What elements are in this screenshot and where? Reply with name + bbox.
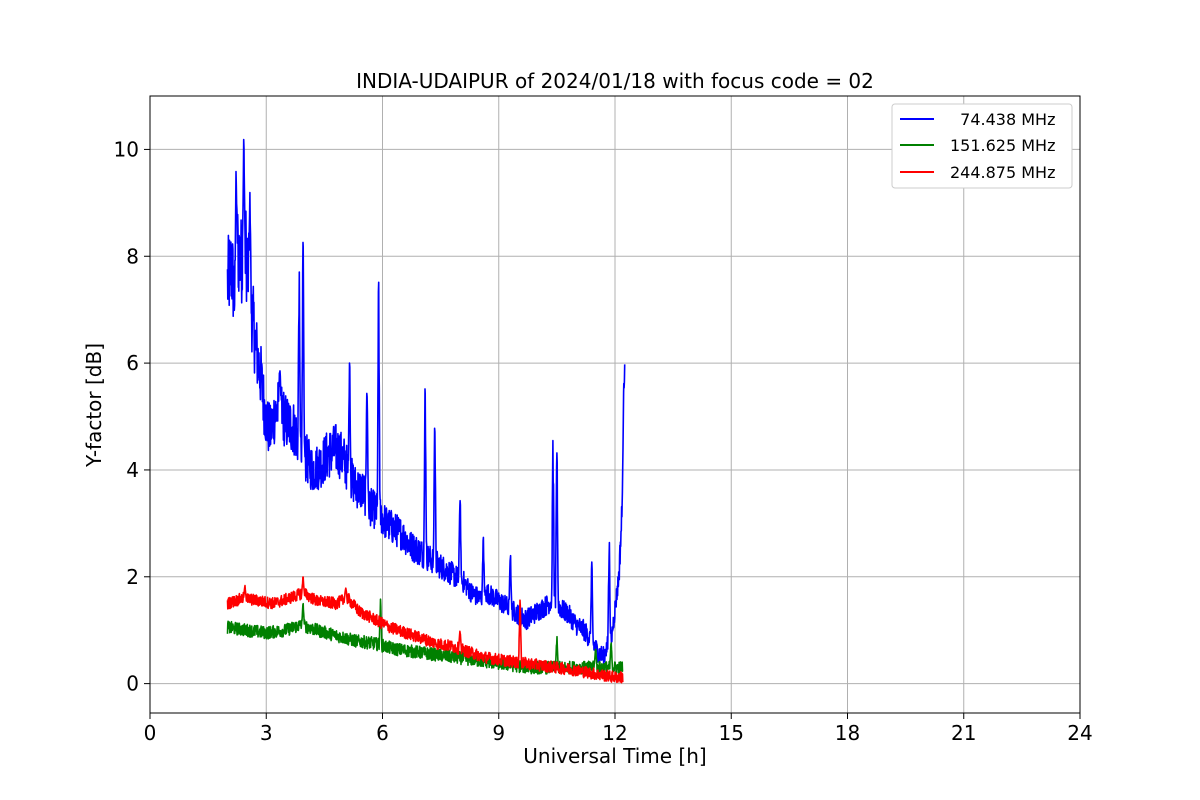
y-tick-label: 0	[126, 672, 139, 696]
plot-area	[149, 95, 1081, 714]
x-tick-label: 18	[835, 721, 860, 745]
x-tick-label: 0	[144, 721, 157, 745]
x-tick-label: 24	[1067, 721, 1092, 745]
y-axis-ticks: 0 2 4 6 8 10	[114, 137, 150, 696]
series-line-74-mhz	[226, 138, 626, 667]
x-axis-label: Universal Time [h]	[523, 744, 706, 768]
series-line-151-mhz	[226, 598, 624, 675]
legend-label-244-mhz: 244.875 MHz	[950, 163, 1055, 182]
series-layer	[226, 138, 626, 684]
x-tick-label: 21	[951, 721, 976, 745]
y-tick-label: 4	[126, 458, 139, 482]
series-line-244-mhz	[226, 576, 624, 684]
legend-label-151-mhz: 151.625 MHz	[950, 136, 1055, 155]
chart-title: INDIA-UDAIPUR of 2024/01/18 with focus c…	[356, 69, 874, 93]
y-tick-label: 2	[126, 565, 139, 589]
legend-label-74-mhz: 74.438 MHz	[950, 110, 1055, 129]
y-tick-label: 10	[114, 137, 139, 161]
x-tick-label: 9	[492, 721, 505, 745]
x-tick-label: 3	[260, 721, 273, 745]
x-axis-ticks: 0 3 6 9 12 15 18 21 24	[144, 713, 1093, 745]
x-tick-label: 12	[602, 721, 627, 745]
x-tick-label: 15	[719, 721, 744, 745]
x-tick-label: 6	[376, 721, 389, 745]
y-axis-label: Y-factor [dB]	[82, 343, 106, 468]
legend: 74.438 MHz 151.625 MHz 244.875 MHz	[891, 103, 1073, 189]
y-tick-label: 6	[126, 351, 139, 375]
y-tick-label: 8	[126, 244, 139, 268]
legend-box	[891, 103, 1073, 189]
